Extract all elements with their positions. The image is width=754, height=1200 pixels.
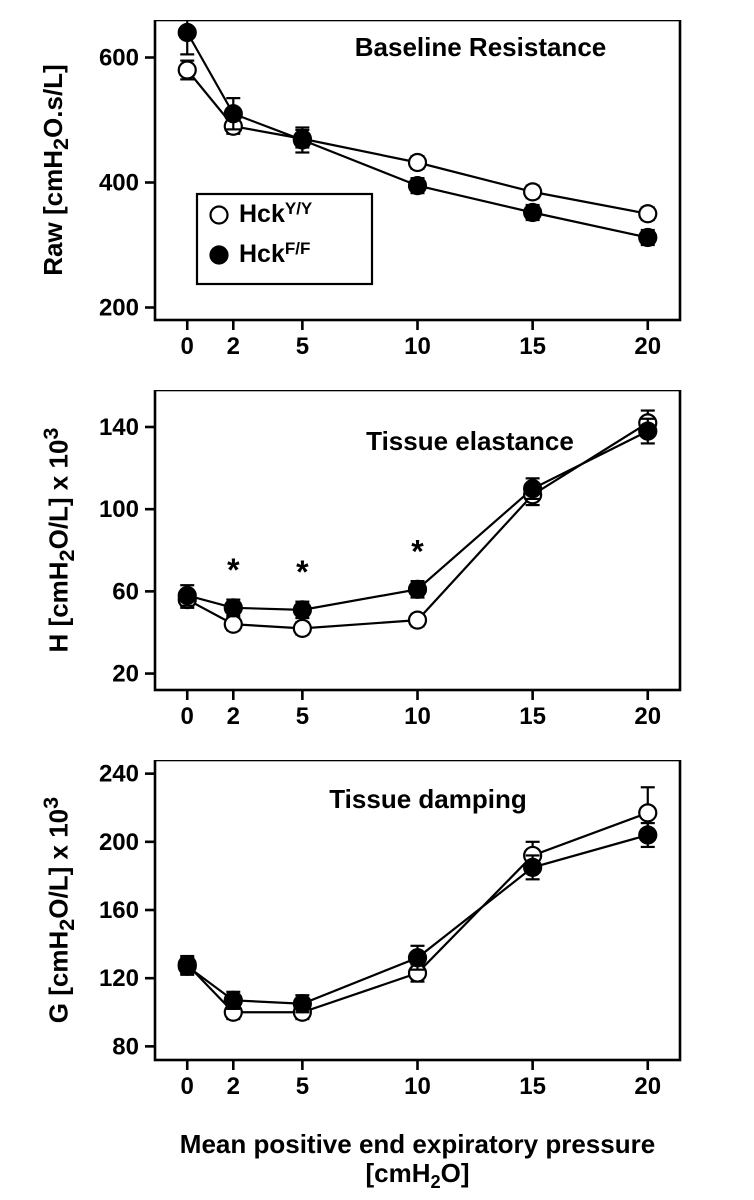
xtick-label: 20 <box>634 1073 661 1100</box>
marker-HckFF <box>524 204 541 221</box>
xtick-label: 5 <box>296 703 309 730</box>
marker-HckFF <box>409 949 426 966</box>
panel-title: Tissue elastance <box>366 426 574 456</box>
significance-mark: * <box>296 554 309 590</box>
xlabel: Mean positive end expiratory pressure[cm… <box>0 1130 754 1192</box>
marker-HckFF <box>179 24 196 41</box>
xtick-label: 5 <box>296 1073 309 1100</box>
panel-svg-resistance: 200 400 600 0 5 10 15 20 2 Baseline Resistance Hck… <box>0 20 740 380</box>
significance-mark: * <box>411 534 424 570</box>
xtick-label: 0 <box>181 703 194 730</box>
ylabel: G [cmH2O/L] x 103 <box>38 760 80 1060</box>
xtick-label: 15 <box>519 333 546 360</box>
xtick-label: 2 <box>227 703 240 730</box>
marker-HckYY <box>639 804 656 821</box>
marker-HckYY <box>409 612 426 629</box>
ylabel: H [cmH2O/L] x 103 <box>38 390 80 690</box>
marker-HckYY <box>225 616 242 633</box>
panel-svg-damping: 80 120 160 200 240 0 5 10 15 20 2 Tissue damping <box>0 760 740 1120</box>
panel-damping: 80 120 160 200 240 0 5 10 15 20 2 Tissue damping G [… <box>0 760 740 1120</box>
panel-elastance: 20 60 100 140 0 5 10 15 20 2 * * * Tissue elastance H … <box>0 390 740 750</box>
panel-title: Tissue damping <box>329 784 526 814</box>
ytick-label: 60 <box>112 578 139 605</box>
marker-HckFF <box>294 601 311 618</box>
marker-HckYY <box>179 62 196 79</box>
marker-HckFF <box>179 587 196 604</box>
legend: HckY/YHckF/F <box>197 194 372 284</box>
xtick-label: 5 <box>296 333 309 360</box>
marker-HckFF <box>294 995 311 1012</box>
xtick-label: 10 <box>404 1073 431 1100</box>
marker-HckFF <box>409 581 426 598</box>
figure-root: 200400600051015202Baseline ResistanceHck… <box>0 0 754 1200</box>
marker-HckFF <box>225 599 242 616</box>
ytick-label: 200 <box>99 295 139 322</box>
marker-HckFF <box>639 229 656 246</box>
marker-HckFF <box>639 827 656 844</box>
ytick-label: 200 <box>99 829 139 856</box>
marker-HckFF <box>294 132 311 149</box>
panel-svg-elastance: 20 60 100 140 0 5 10 15 20 2 * * * Tissue elastance <box>0 390 740 750</box>
ytick-label: 160 <box>99 897 139 924</box>
ylabel: Raw [cmH2O.s/L] <box>38 20 74 320</box>
ytick-label: 80 <box>112 1033 139 1060</box>
marker-HckFF <box>639 423 656 440</box>
ytick-label: 400 <box>99 170 139 197</box>
xtick-label: 10 <box>404 703 431 730</box>
marker-HckYY <box>639 205 656 222</box>
panel-title: Baseline Resistance <box>355 32 606 62</box>
significance-mark: * <box>227 552 240 588</box>
ytick-label: 140 <box>99 414 139 441</box>
xtick-label: 2 <box>227 333 240 360</box>
xtick-label: 0 <box>181 333 194 360</box>
xtick-label: 2 <box>227 1073 240 1100</box>
ytick-label: 120 <box>99 965 139 992</box>
marker-HckFF <box>225 992 242 1009</box>
ytick-label: 20 <box>112 661 139 688</box>
xtick-label: 0 <box>181 1073 194 1100</box>
ytick-label: 240 <box>99 761 139 788</box>
marker-HckFF <box>179 958 196 975</box>
ytick-label: 600 <box>99 45 139 72</box>
marker-HckFF <box>409 177 426 194</box>
ytick-label: 100 <box>99 496 139 523</box>
xtick-label: 10 <box>404 333 431 360</box>
marker-HckFF <box>225 105 242 122</box>
marker-HckFF <box>524 859 541 876</box>
xtick-label: 15 <box>519 1073 546 1100</box>
marker-HckYY <box>294 620 311 637</box>
xtick-label: 15 <box>519 703 546 730</box>
panel-resistance: 200 400 600 0 5 10 15 20 2 Baseline Resistance Hck… <box>0 20 740 380</box>
xtick-label: 20 <box>634 703 661 730</box>
marker-HckFF <box>524 480 541 497</box>
marker-HckYY <box>524 183 541 200</box>
xtick-label: 20 <box>634 333 661 360</box>
marker-HckYY <box>409 154 426 171</box>
